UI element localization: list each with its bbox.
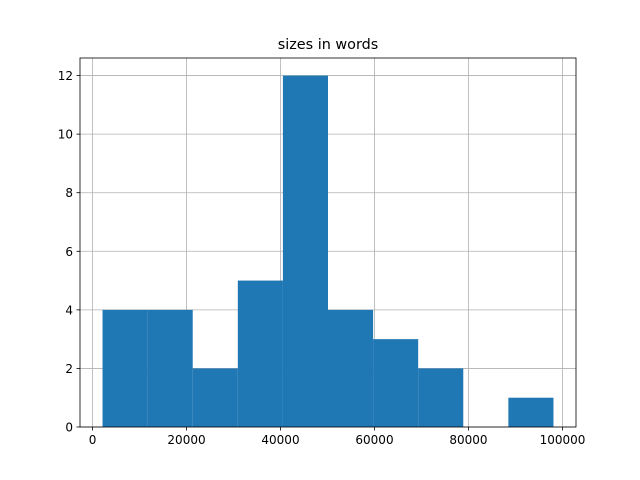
chart-title: sizes in words bbox=[278, 37, 379, 53]
x-tick-label: 20000 bbox=[167, 433, 205, 447]
bar bbox=[237, 280, 283, 427]
x-tick-label: 40000 bbox=[261, 433, 299, 447]
x-tick-label: 100000 bbox=[540, 433, 586, 447]
bar bbox=[147, 309, 193, 427]
y-tick-label: 2 bbox=[65, 362, 73, 376]
plot-frame bbox=[79, 57, 577, 428]
bar bbox=[192, 368, 238, 427]
y-tick-label: 0 bbox=[65, 421, 73, 435]
bar bbox=[282, 75, 328, 428]
x-tick-label: 60000 bbox=[355, 433, 393, 447]
y-tick-label: 6 bbox=[65, 245, 73, 259]
bar bbox=[373, 339, 419, 427]
y-tick-label: 10 bbox=[58, 128, 73, 142]
y-tick-label: 4 bbox=[65, 303, 73, 317]
bar bbox=[508, 397, 554, 427]
x-tick-label: 80000 bbox=[449, 433, 487, 447]
y-tick-label: 12 bbox=[58, 69, 73, 83]
bar bbox=[328, 309, 374, 427]
y-tick-label: 8 bbox=[65, 186, 73, 200]
x-tick-label: 0 bbox=[89, 433, 97, 447]
bar bbox=[102, 309, 148, 427]
bar bbox=[418, 368, 464, 427]
